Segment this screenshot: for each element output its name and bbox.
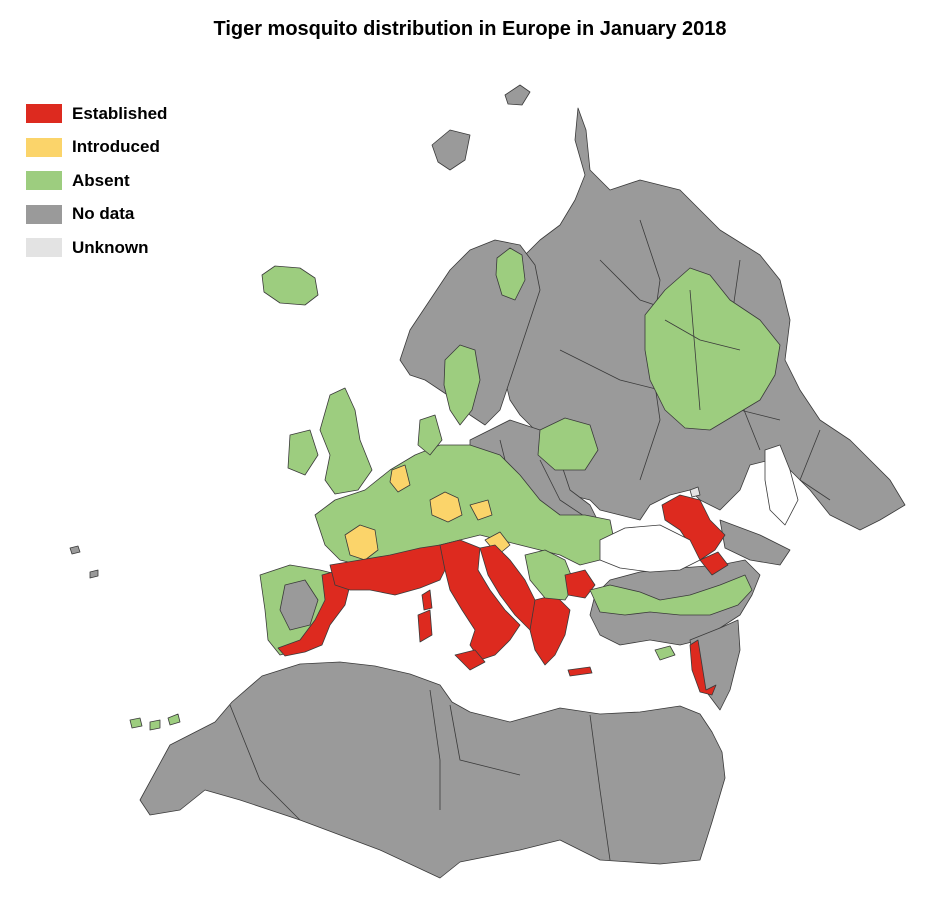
legend-item-absent: Absent [26,164,167,198]
legend: Established Introduced Absent No data Un… [26,97,167,265]
region-franz-josef [504,84,531,106]
legend-item-unknown: Unknown [26,231,167,265]
region-established-levant [689,639,717,696]
black-sea [599,524,701,573]
region-central-russia [644,267,781,431]
region-uk [319,387,373,495]
legend-item-introduced: Introduced [26,131,167,165]
legend-swatch-no-data [26,204,62,224]
region-established-sardinia [417,609,433,643]
legend-swatch-unknown [26,238,62,258]
region-introduced-austria [469,499,493,521]
region-svalbard [431,129,471,171]
region-cyprus [654,645,676,661]
region-turkey-absent [589,574,753,616]
map-title: Tiger mosquito distribution in Europe in… [213,18,727,40]
legend-swatch-absent [26,171,62,191]
region-iceland [261,265,319,306]
region-sweden [443,344,481,426]
region-established-bulgaria [564,569,596,599]
legend-label-established: Established [72,103,168,123]
region-belarus [537,417,599,471]
legend-label-absent: Absent [72,170,130,190]
region-caucasus [719,519,791,566]
legend-label-unknown: Unknown [72,237,149,257]
region-established-france [329,544,451,596]
region-introduced-germany [429,491,463,523]
region-finland [495,247,526,301]
region-established-greece [529,594,571,666]
region-azores [69,545,99,579]
region-ireland [287,429,319,476]
legend-item-established: Established [26,97,167,131]
region-denmark [417,414,443,456]
legend-swatch-introduced [26,137,62,157]
legend-label-no-data: No data [72,204,135,224]
caspian-sea [764,444,799,526]
region-established-abkhazia [699,551,729,576]
region-introduced-rhine [389,464,411,493]
region-established-corsica [421,589,433,611]
region-established-italy [439,539,521,661]
region-north-africa [139,661,726,879]
region-introduced-france [344,524,379,561]
legend-label-introduced: Introduced [72,137,160,157]
region-established-crete [567,666,593,677]
region-unknown [689,486,701,498]
legend-swatch-established [26,104,62,124]
region-iberia-nodata [279,579,319,631]
legend-item-no-data: No data [26,198,167,232]
region-established-krasnodar [661,494,726,561]
region-established-sicily [454,649,486,671]
region-canary [129,713,181,731]
